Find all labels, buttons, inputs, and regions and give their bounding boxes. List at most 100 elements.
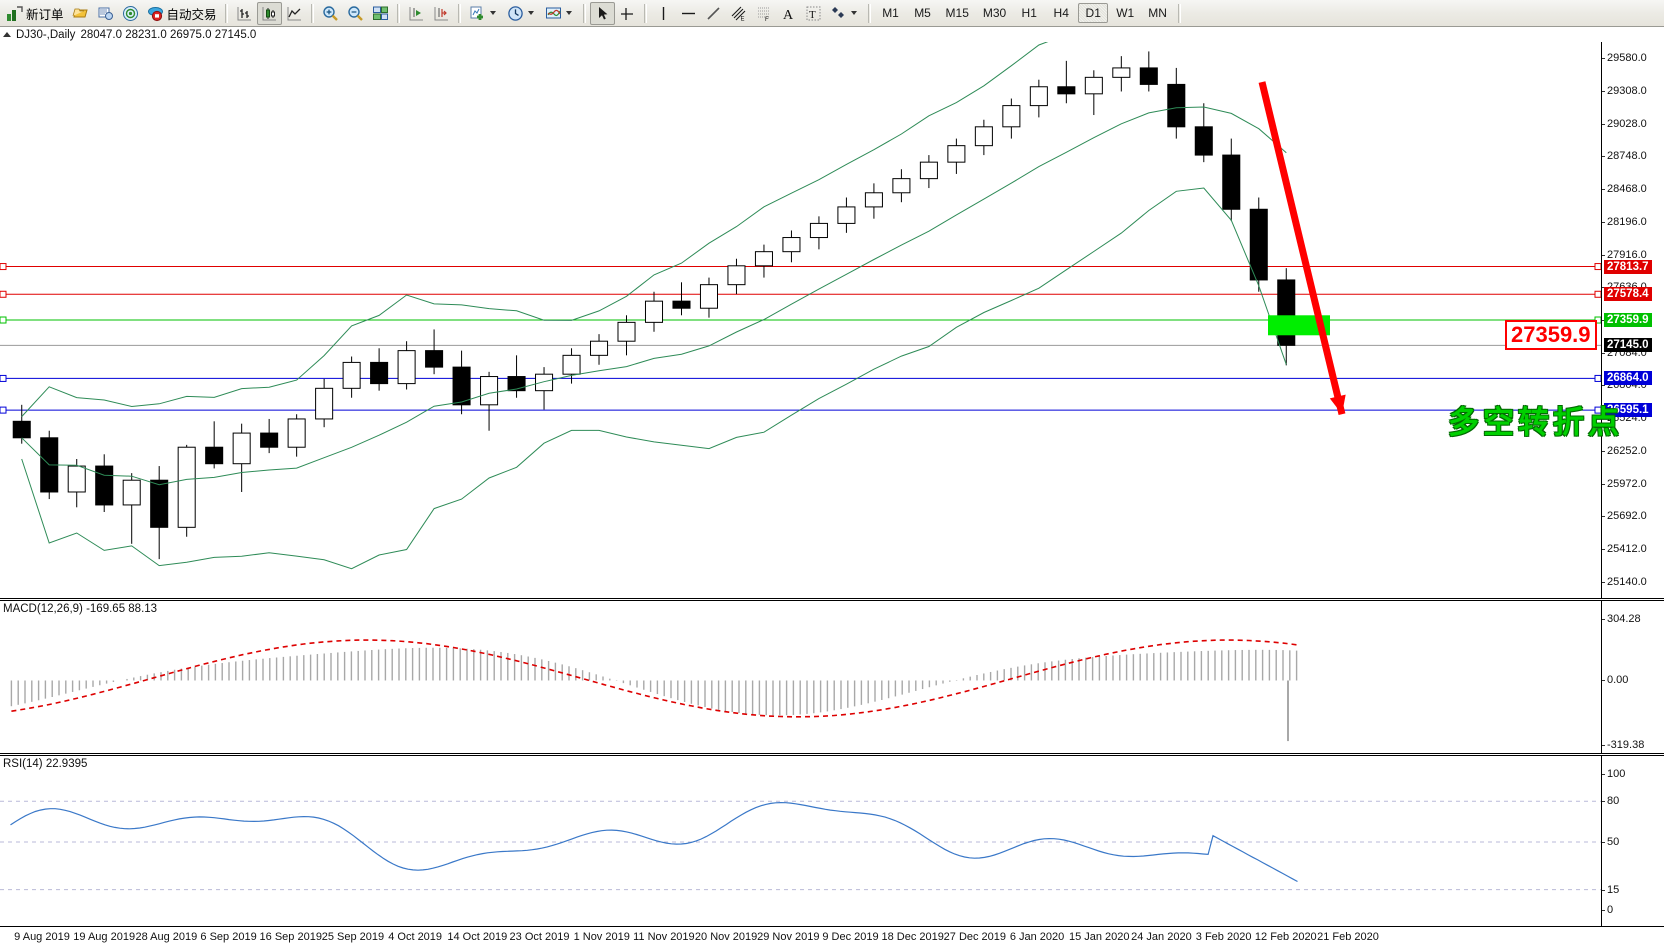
timeframe-m15[interactable]: M15	[945, 6, 969, 20]
pane-divider-1[interactable]	[0, 598, 1664, 601]
rsi-label: RSI(14) 22.9395	[3, 758, 88, 770]
price-level-label[interactable]: 27813.7	[1604, 259, 1652, 274]
timeframe-m1[interactable]: M1	[882, 6, 899, 20]
toolbar-separator-6	[643, 3, 647, 23]
chevron-down-icon-4[interactable]	[850, 11, 857, 15]
level-handle[interactable]	[0, 263, 7, 271]
shapes-button[interactable]	[826, 2, 864, 25]
bar-chart-button[interactable]	[232, 2, 257, 25]
macd-pane[interactable]: MACD(12,26,9) -169.65 88.13 304.28 0.00 -3…	[0, 601, 1664, 753]
price-pane[interactable]: 29580.0 29308.0 29028.0 28748.0 28468.0 28196…	[0, 42, 1664, 598]
rsi-y-axis[interactable]: 100 80 50 15 0	[1601, 756, 1664, 926]
horizontal-line-button[interactable]	[676, 2, 701, 25]
toolbar-separator-2	[310, 3, 314, 23]
trend-arrow-shaft[interactable]	[1258, 81, 1346, 416]
level-handle[interactable]	[0, 374, 7, 382]
chevron-down-icon-2[interactable]	[527, 11, 534, 15]
expert-advisor-button[interactable]	[118, 2, 143, 25]
new-order-button[interactable]: 新订单	[2, 2, 68, 25]
price-level-label[interactable]: 27145.0	[1604, 338, 1652, 353]
timeframe-w1[interactable]: W1	[1116, 6, 1135, 20]
candle-body	[1112, 67, 1131, 78]
shift-start-button[interactable]	[404, 2, 429, 25]
price-level-label[interactable]: 27359.9	[1604, 313, 1652, 327]
timeframe-m5[interactable]: M5	[914, 6, 931, 20]
chevron-down-icon-3[interactable]	[565, 11, 572, 15]
period-button[interactable]	[503, 2, 541, 25]
level-handle[interactable]	[1594, 374, 1601, 382]
open-file-button[interactable]	[68, 2, 93, 25]
chevron-down-icon[interactable]	[489, 11, 496, 15]
trendline-button[interactable]	[701, 2, 726, 25]
macd-chart-canvas[interactable]	[0, 601, 1601, 753]
macd-tick: 304.28	[1602, 613, 1641, 625]
rsi-pane[interactable]: RSI(14) 22.9395 100 80 50 15 0	[0, 756, 1664, 926]
crosshair-button[interactable]	[615, 2, 640, 25]
line-chart-button[interactable]	[282, 2, 307, 25]
price-y-axis[interactable]: 29580.0 29308.0 29028.0 28748.0 28468.0 28196…	[1601, 42, 1664, 598]
cursor-button[interactable]	[589, 1, 615, 25]
timeframe-d1[interactable]: D1	[1078, 3, 1109, 23]
bollinger-band	[21, 106, 1287, 486]
new-chart-icon	[469, 5, 486, 22]
text-label-button[interactable]: T	[801, 2, 826, 25]
price-tick: 29580.0	[1602, 52, 1647, 65]
price-tick: 29308.0	[1602, 84, 1647, 97]
pane-divider-2[interactable]	[0, 753, 1664, 756]
zoom-in-button[interactable]	[318, 2, 343, 25]
date-tick: 9 Aug 2019	[14, 931, 70, 943]
macd-y-axis[interactable]: 304.28 0.00 -319.38	[1601, 601, 1664, 753]
fibonacci-button[interactable]: F	[751, 2, 776, 25]
equidistant-channel-button[interactable]: E	[726, 2, 751, 25]
price-tick: 29028.0	[1602, 117, 1647, 130]
level-handle[interactable]	[0, 290, 7, 298]
shift-start-icon	[408, 5, 425, 22]
candlestick-chart-button[interactable]	[256, 1, 282, 25]
date-axis[interactable]: 9 Aug 2019 19 Aug 2019 28 Aug 2019 6 Sep 20…	[0, 926, 1664, 948]
level-handle[interactable]	[1594, 290, 1601, 298]
trend-arrow-head[interactable]	[1329, 394, 1346, 415]
text-button[interactable]: A	[776, 2, 801, 25]
level-handle[interactable]	[1594, 406, 1601, 414]
new-chart-button[interactable]	[465, 2, 503, 25]
candle-body	[1029, 86, 1048, 107]
timeframe-mn[interactable]: MN	[1148, 6, 1167, 20]
candle-body	[864, 192, 883, 208]
candle-body	[809, 222, 828, 239]
candle-body	[232, 432, 251, 465]
rsi-tick: 100	[1601, 768, 1626, 780]
timeframe-m30[interactable]: M30	[982, 6, 1007, 20]
collapse-triangle-icon[interactable]	[3, 32, 11, 37]
timeframe-h1[interactable]: H1	[1021, 6, 1037, 20]
templates-button[interactable]	[541, 2, 579, 25]
date-tick: 16 Sep 2019	[259, 931, 322, 943]
candle-body	[397, 350, 416, 385]
vertical-line-button[interactable]	[651, 2, 676, 25]
timeframe-h4[interactable]: H4	[1053, 6, 1069, 20]
level-handle[interactable]	[0, 406, 7, 414]
highlight-rectangle[interactable]	[1268, 315, 1330, 336]
price-level-label[interactable]: 26864.0	[1604, 371, 1652, 386]
price-tick: 28748.0	[1602, 150, 1647, 163]
shift-end-button[interactable]	[429, 2, 454, 25]
tile-windows-button[interactable]	[368, 2, 393, 25]
price-level-label[interactable]: 26595.1	[1604, 403, 1652, 418]
date-tick: 11 Nov 2019	[633, 931, 695, 943]
chart-window[interactable]: DJ30-,Daily 28047.0 28231.0 26975.0 2714…	[0, 27, 1664, 948]
level-handle[interactable]	[1594, 263, 1601, 271]
text-icon: A	[780, 5, 797, 23]
price-tick: 25412.0	[1602, 543, 1647, 556]
price-level-label[interactable]: 27578.4	[1604, 287, 1652, 302]
date-tick: 12 Feb 2020	[1254, 931, 1317, 943]
zoom-out-button[interactable]	[343, 2, 368, 25]
print-preview-button[interactable]	[93, 2, 118, 25]
rsi-chart-canvas[interactable]	[0, 756, 1601, 926]
level-handle[interactable]	[0, 316, 7, 324]
auto-trading-button[interactable]: 自动交易	[143, 2, 221, 25]
price-tag-annotation: 27359.9	[1505, 320, 1597, 350]
main-toolbar: 新订单	[0, 0, 1664, 27]
price-chart-canvas[interactable]	[0, 42, 1601, 598]
toolbar-separator-8	[1177, 3, 1181, 23]
date-tick: 3 Feb 2020	[1195, 931, 1252, 943]
candle-body	[1277, 279, 1296, 346]
